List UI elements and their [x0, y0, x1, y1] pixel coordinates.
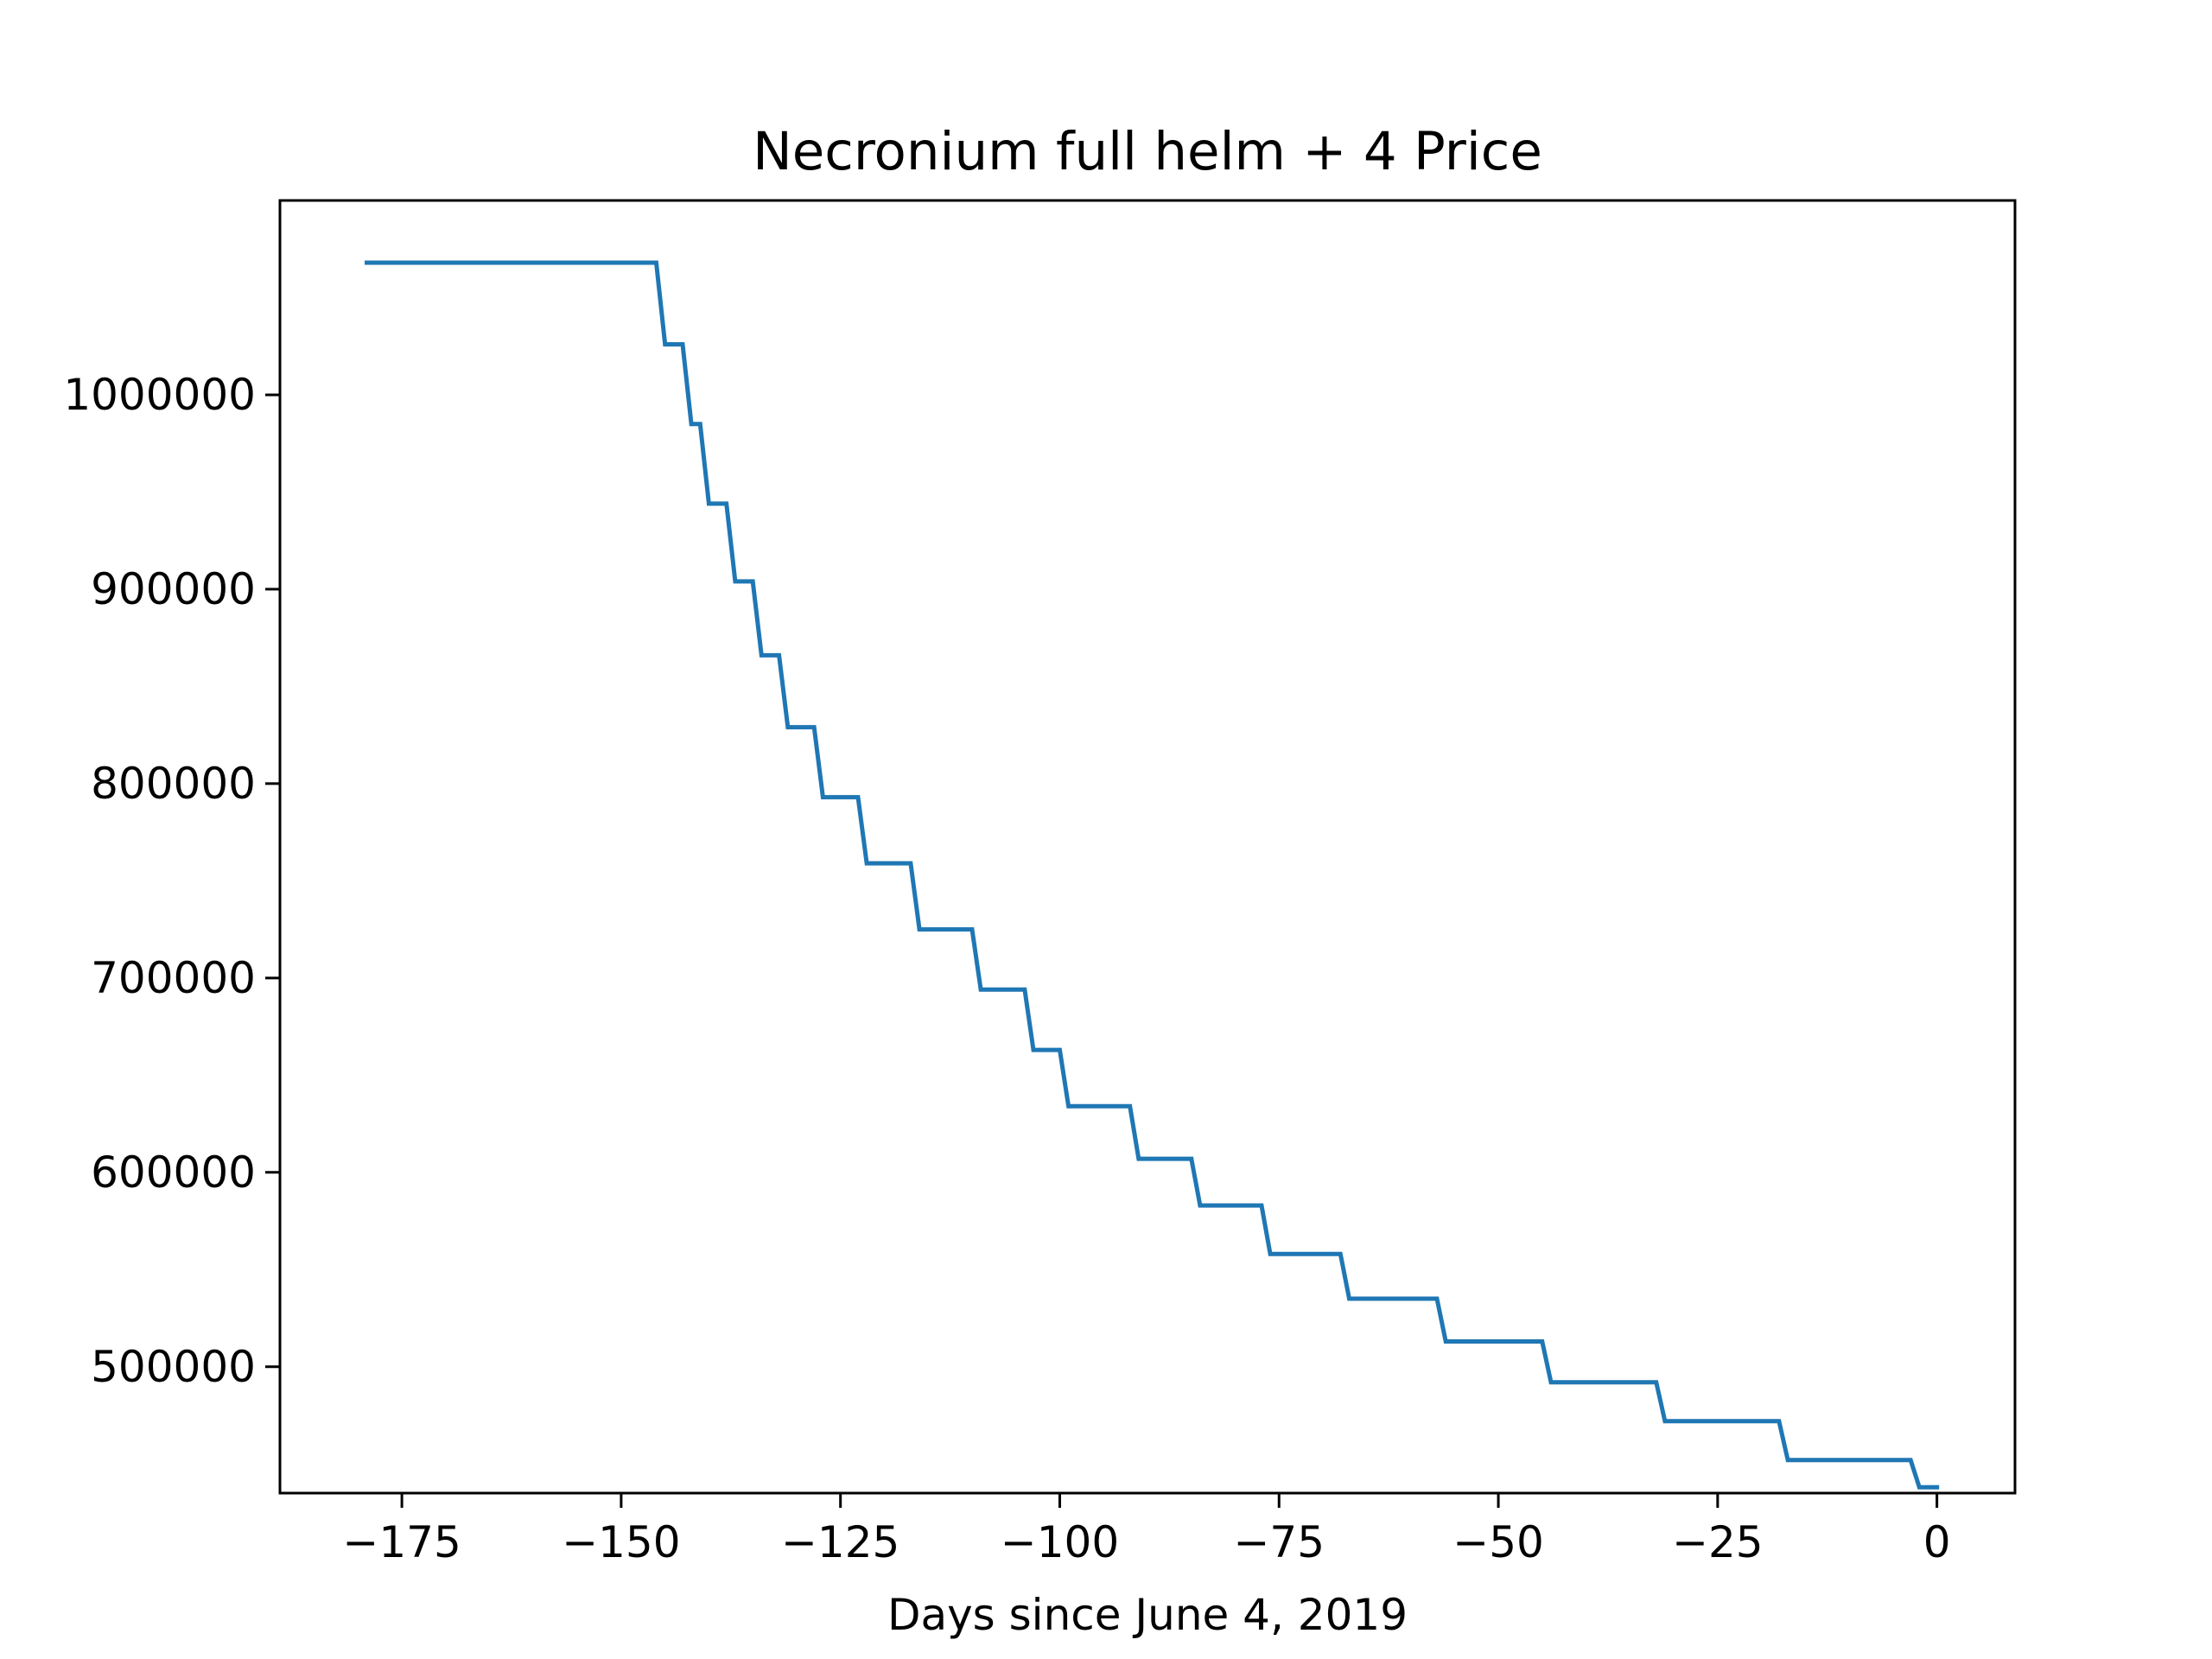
plot-frame	[278, 199, 2017, 1495]
x-tick-label: −75	[1234, 1517, 1325, 1567]
y-tick-label: 500000	[91, 1342, 256, 1392]
y-tick-label: 900000	[91, 564, 256, 614]
x-tick-label: −150	[562, 1517, 680, 1567]
y-tick-label: 700000	[91, 953, 256, 1003]
x-axis-title: Days since June 4, 2019	[887, 1590, 1408, 1640]
x-tick-label: −50	[1452, 1517, 1544, 1567]
y-tick-label: 800000	[91, 759, 256, 809]
x-tick-label: −100	[1001, 1517, 1119, 1567]
x-tick-label: −25	[1672, 1517, 1764, 1567]
y-axis-ticks: 500000 600000 700000 800000 900000 1000000	[63, 370, 280, 1392]
y-tick-label: 600000	[91, 1147, 256, 1198]
plot-area	[365, 260, 1940, 1490]
series-line-0	[365, 260, 1940, 1490]
x-tick-label: 0	[1923, 1517, 1951, 1567]
y-tick-label: 1000000	[63, 370, 256, 420]
x-tick-label: −125	[781, 1517, 899, 1567]
x-axis-ticks: −175 −150 −125 −100 −75 −50 −25 0	[342, 1493, 1951, 1567]
chart-title: Necronium full helm + 4 Price	[753, 121, 1542, 182]
x-tick-label: −175	[342, 1517, 461, 1567]
